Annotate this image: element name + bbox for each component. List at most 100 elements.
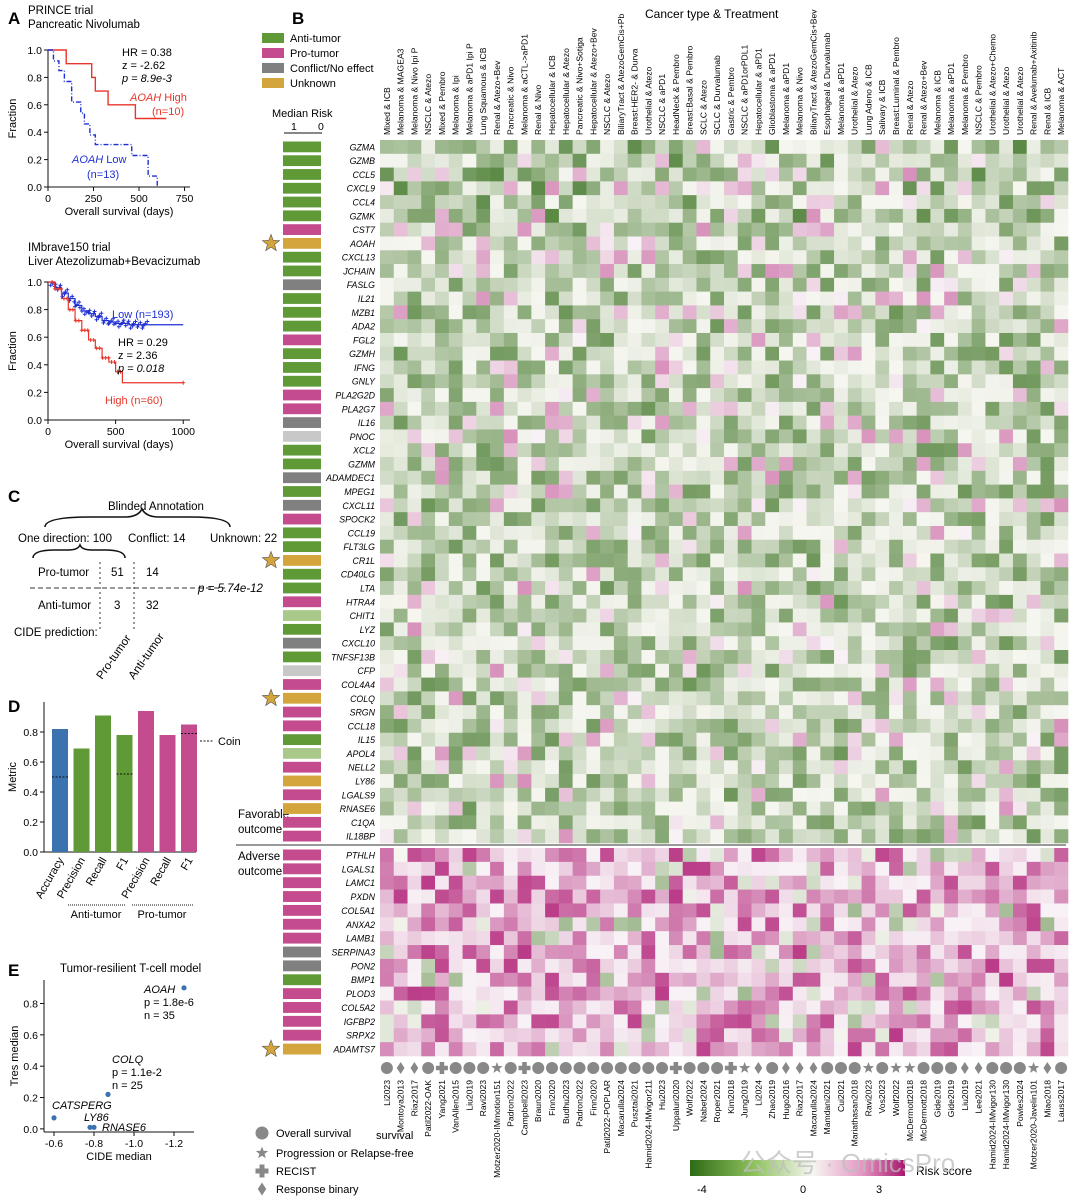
- heatmap-cell: [902, 1028, 917, 1043]
- heatmap-cell: [517, 663, 532, 678]
- heatmap-cell: [490, 374, 505, 389]
- heatmap-cell: [847, 861, 862, 877]
- heatmap-cell: [1026, 663, 1041, 678]
- heatmap-cell: [586, 553, 601, 568]
- heatmap-cell: [902, 774, 917, 789]
- heatmap-cell: [558, 457, 573, 472]
- heatmap-cell: [1012, 650, 1028, 665]
- heatmap-cell: [531, 208, 546, 224]
- heatmap-cell: [861, 305, 876, 320]
- heatmap-cell: [999, 153, 1014, 168]
- heatmap-cell: [944, 787, 959, 802]
- heatmap-cell: [393, 305, 408, 320]
- heatmap-cell: [724, 319, 739, 334]
- heatmap-cell: [600, 829, 615, 844]
- heatmap-cell: [627, 443, 642, 458]
- km2-low-censor-mark: [125, 321, 130, 326]
- heatmap-cell: [435, 705, 450, 720]
- heatmap-cell: [558, 222, 573, 237]
- heatmap-cell: [930, 787, 945, 802]
- heatmap-cell: [944, 903, 959, 918]
- heatmap-cell: [462, 1028, 477, 1043]
- heatmap-cell: [517, 650, 532, 665]
- heatmap-cell: [668, 958, 684, 974]
- heatmap-cell: [641, 622, 656, 637]
- panel-a: A PRINCE trial Pancreatic Nivolumab 0.00…: [7, 5, 193, 218]
- column-label-bottom: Zhao2019: [767, 1080, 777, 1119]
- e-label-rnase6: RNASE6: [102, 1122, 147, 1134]
- heatmap-cell: [641, 848, 656, 863]
- heatmap-cell: [875, 332, 890, 348]
- heatmap-cell: [889, 1028, 904, 1043]
- heatmap-cell: [435, 774, 450, 789]
- heatmap-cell: [462, 208, 477, 224]
- heatmap-cell: [944, 760, 959, 775]
- heatmap-cell: [1012, 917, 1028, 932]
- heatmap-cell: [847, 1000, 862, 1015]
- heatmap-cell: [985, 801, 1000, 816]
- heatmap-cell: [668, 443, 684, 458]
- heatmap-cell: [600, 931, 615, 946]
- heatmap-cell: [710, 484, 725, 499]
- heatmap-cell: [806, 718, 821, 734]
- heatmap-cell: [847, 1028, 862, 1043]
- heatmap-cell: [1026, 677, 1041, 692]
- heatmap-cell: [503, 622, 518, 637]
- km2-low-censor-mark: [62, 292, 67, 297]
- heatmap-cell: [462, 250, 477, 265]
- km2-low-censor-mark: [130, 323, 135, 328]
- heatmap-cell: [957, 760, 972, 775]
- heatmap-cell: [380, 374, 395, 389]
- heatmap-cell: [779, 829, 794, 844]
- heatmap-cell: [558, 181, 573, 196]
- heatmap-cell: [1012, 539, 1028, 554]
- heatmap-cell: [902, 346, 917, 361]
- heatmap-cell: [531, 787, 546, 802]
- heatmap-cell: [985, 718, 1000, 734]
- heatmap-cell: [490, 236, 505, 251]
- heatmap-cell: [765, 374, 780, 389]
- heatmap-cell: [558, 553, 573, 568]
- heatmap-cell: [875, 917, 890, 932]
- heatmap-cell: [558, 958, 573, 974]
- heatmap-cell: [696, 208, 711, 224]
- heatmap-cell: [724, 360, 739, 375]
- heatmap-cell: [572, 829, 587, 844]
- heatmap-cell: [861, 360, 876, 375]
- heatmap-cell: [476, 917, 491, 932]
- heatmap-cell: [999, 889, 1014, 904]
- heatmap-cell: [765, 903, 780, 918]
- heatmap-cell: [531, 608, 546, 623]
- row-gene-label: RNASE6: [340, 804, 375, 814]
- heatmap: Mixed & ICB Melanoma & MAGEA3 Melanoma & N…: [261, 9, 1069, 1178]
- heatmap-cell: [889, 181, 904, 196]
- heatmap-cell: [916, 958, 931, 974]
- heatmap-cell: [380, 443, 395, 458]
- heatmap-cell: [806, 291, 821, 306]
- heatmap-cell: [613, 167, 628, 182]
- heatmap-cell: [641, 332, 656, 348]
- heatmap-cell: [558, 1028, 573, 1043]
- heatmap-cell: [765, 746, 780, 761]
- heatmap-cell: [916, 498, 931, 513]
- heatmap-cell: [641, 429, 656, 444]
- heatmap-cell: [1040, 429, 1055, 444]
- heatmap-cell: [641, 663, 656, 678]
- heatmap-cell: [668, 746, 684, 761]
- heatmap-cell: [779, 484, 794, 499]
- heatmap-cell: [820, 650, 835, 665]
- heatmap-cell: [944, 429, 959, 444]
- heatmap-cell: [971, 945, 986, 960]
- heatmap-cell: [531, 264, 546, 279]
- heatmap-cell: [999, 972, 1014, 987]
- heatmap-cell: [710, 140, 725, 155]
- heatmap-cell: [476, 958, 491, 974]
- heatmap-cell: [558, 236, 573, 251]
- heatmap-cell: [847, 319, 862, 334]
- heatmap-cell: [792, 553, 807, 568]
- heatmap-cell: [944, 875, 959, 890]
- endpoint-symbol: [1043, 1062, 1052, 1074]
- heatmap-cell: [820, 848, 835, 863]
- heatmap-cell: [490, 319, 505, 334]
- heatmap-cell: [710, 746, 725, 761]
